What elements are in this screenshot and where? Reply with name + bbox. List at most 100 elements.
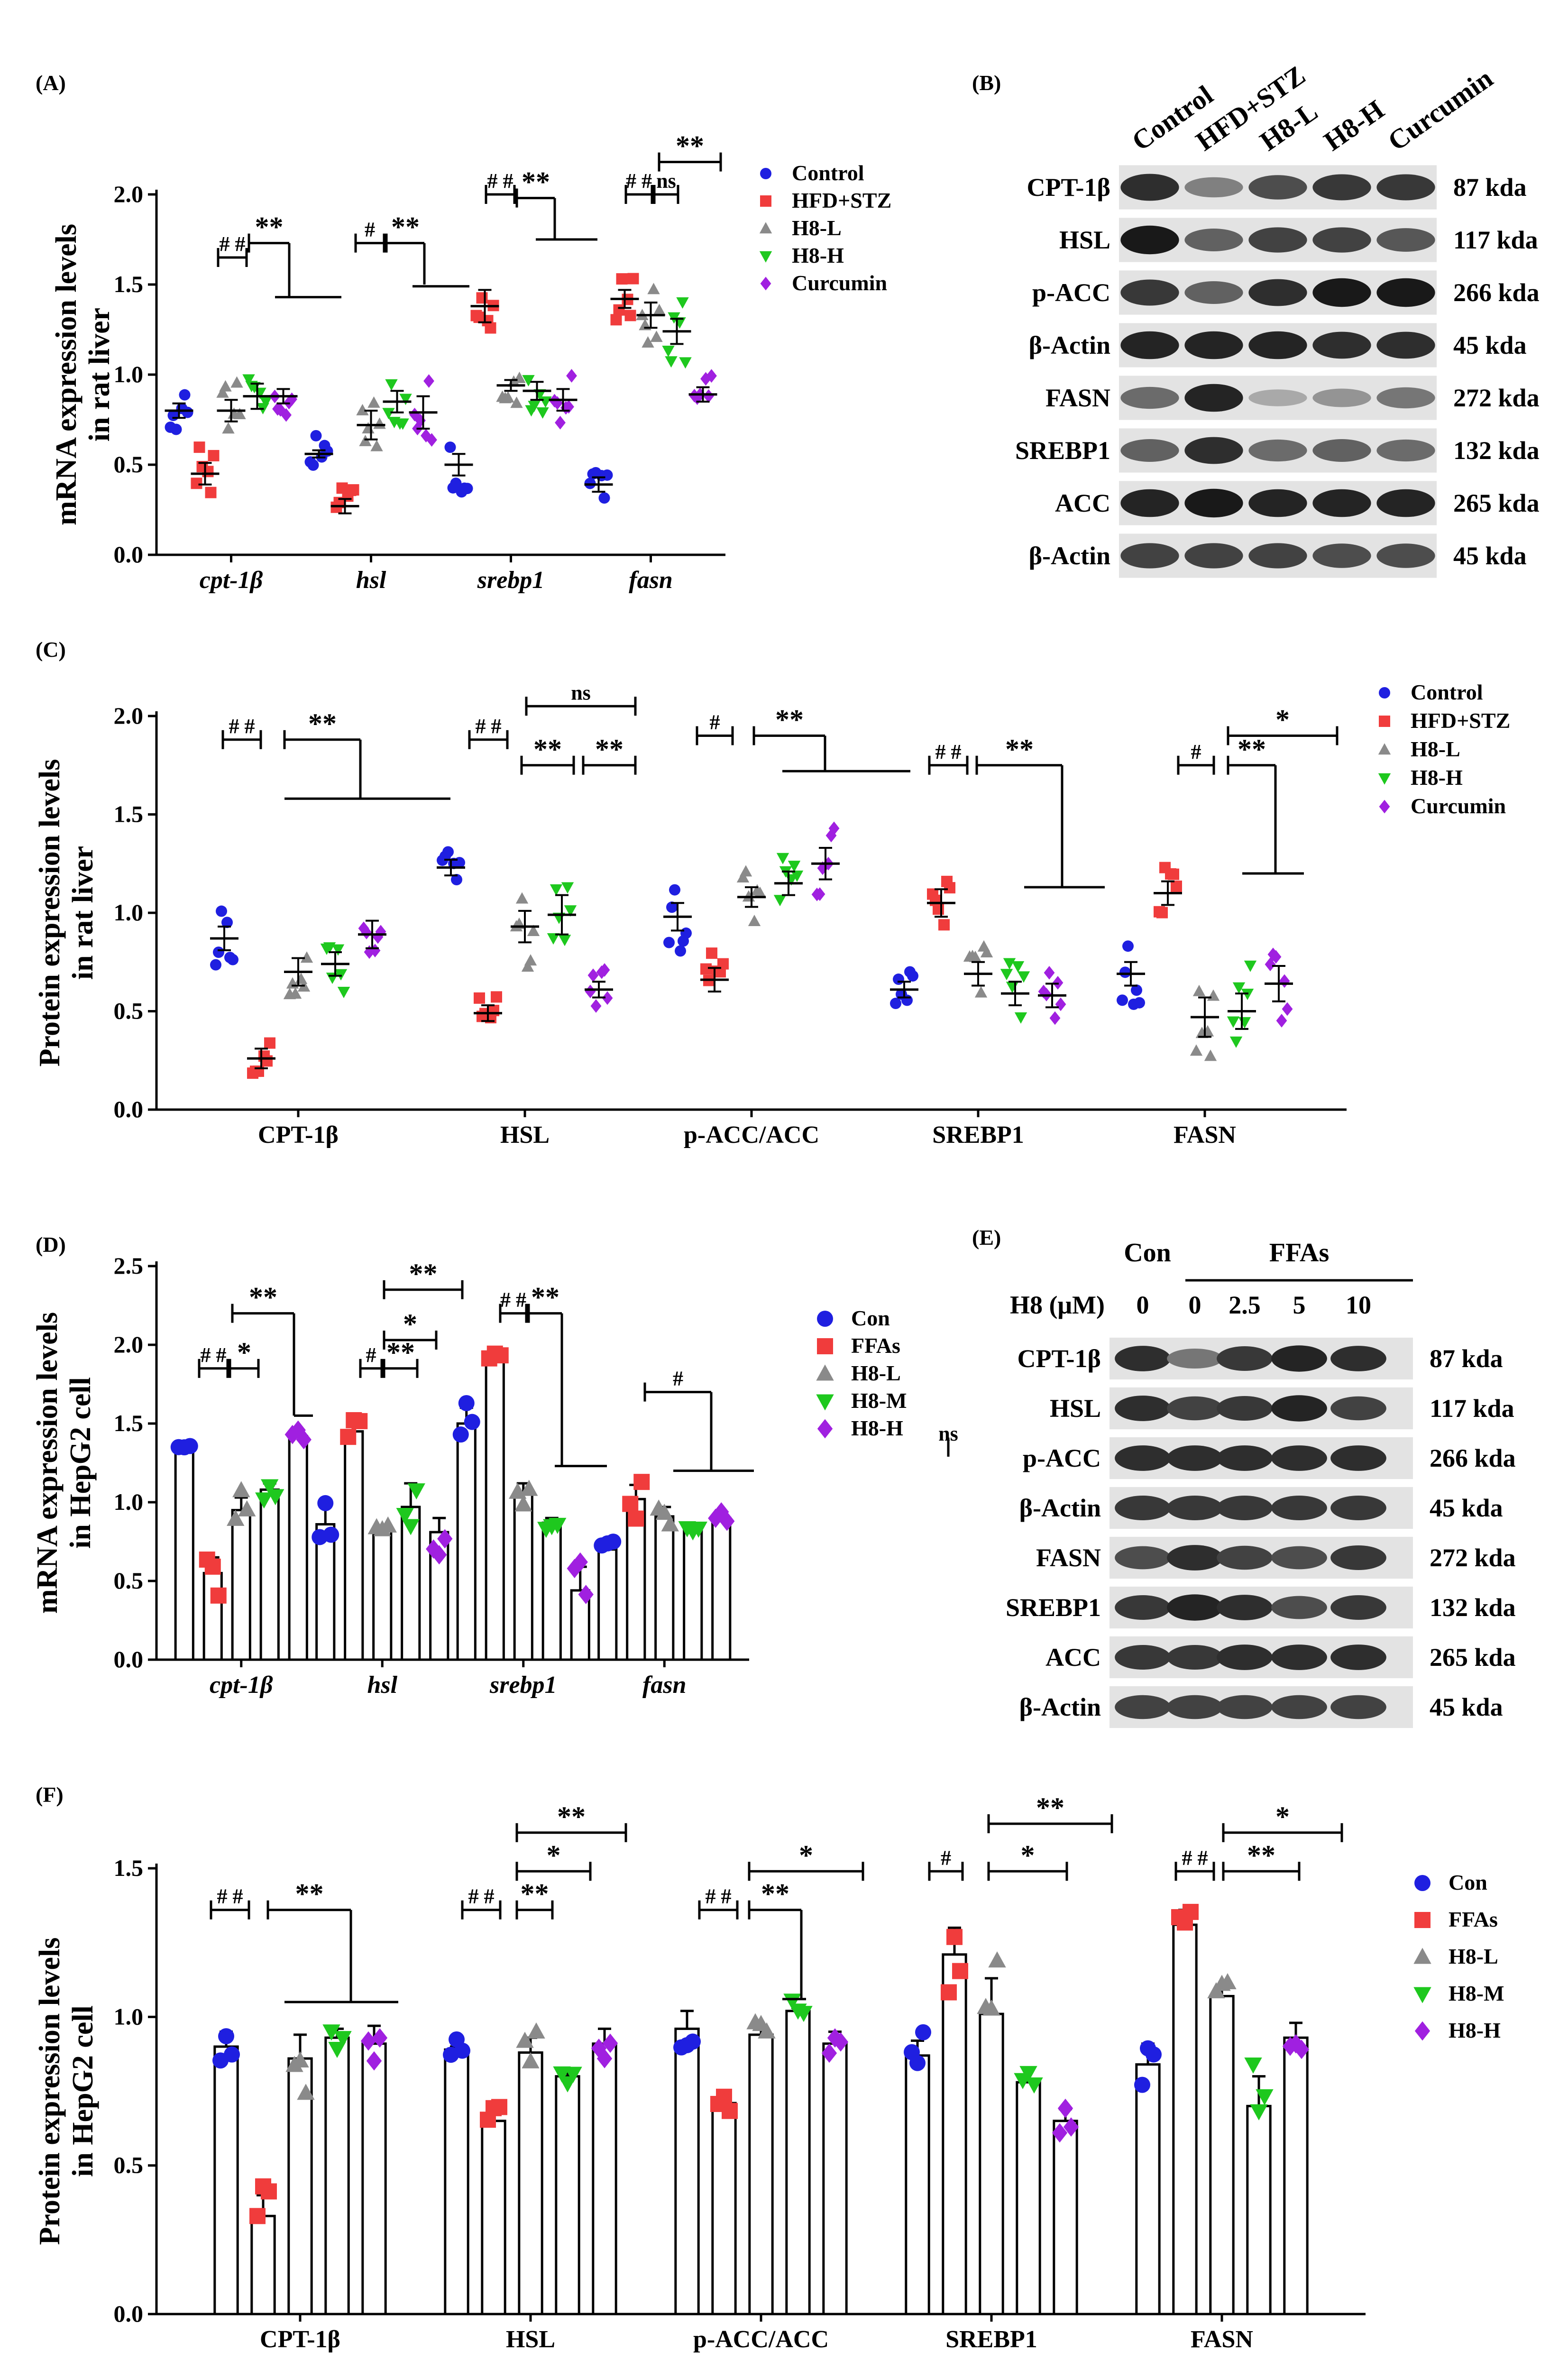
chart-d-point <box>520 1479 538 1496</box>
blot-b-protein-label: β-Actin <box>1029 331 1110 359</box>
chart-f-point <box>1250 2104 1268 2121</box>
chart-c-point <box>216 905 227 917</box>
blot-e-size-label: 266 kda <box>1430 1444 1516 1472</box>
chart-f-point <box>224 2046 240 2063</box>
blot-b-band <box>1248 389 1307 406</box>
chart-d-point <box>351 1413 368 1429</box>
chart-d-point <box>549 1517 567 1534</box>
chart-c-point <box>1232 982 1246 994</box>
chart-f-point <box>758 2022 776 2039</box>
chart-a-point <box>539 396 552 408</box>
chart-d-legend-label: H8-H <box>851 1416 903 1440</box>
chart-d-point <box>452 1426 469 1443</box>
blot-b-band <box>1312 543 1371 568</box>
blot-b-protein-label: ACC <box>1055 489 1110 517</box>
chart-f-point <box>454 2042 470 2059</box>
chart-d-legend-label: H8-L <box>851 1361 901 1385</box>
chart-c-point <box>1049 1011 1061 1025</box>
chart-c-point <box>966 949 979 961</box>
chart-d-point <box>661 1515 679 1532</box>
chart-d-point <box>317 1495 334 1511</box>
chart-c-point <box>561 882 574 894</box>
chart-f-point <box>249 2208 266 2224</box>
chart-f-sig-label: * <box>1021 1839 1035 1871</box>
chart-d-bar <box>654 1515 675 1661</box>
chart-d-legend-marker <box>817 1338 833 1354</box>
chart-a-point <box>385 379 398 391</box>
chart-f-legend-marker <box>1414 1912 1430 1928</box>
chart-f-bar <box>250 2214 276 2315</box>
chart-f-sig-label: # # <box>1182 1846 1208 1869</box>
chart-d-sig-label: # # <box>500 1288 526 1312</box>
chart-f-point <box>591 2039 607 2058</box>
chart-f-bar <box>213 2045 239 2315</box>
chart-a-point <box>499 392 512 404</box>
chart-a-point <box>423 374 434 388</box>
chart-c-point <box>669 884 680 896</box>
chart-a-legend-marker <box>759 251 772 263</box>
chart-a-ytick-label: 0.0 <box>114 541 144 568</box>
chart-c-point <box>680 927 692 939</box>
chart-f-point <box>291 2051 309 2067</box>
chart-f-ylabel-2: in HepG2 cell <box>67 2005 99 2177</box>
blot-e-size-label: 117 kda <box>1430 1394 1514 1423</box>
chart-c-point <box>1131 984 1142 996</box>
chart-c-ytick-label: 2.0 <box>114 702 144 729</box>
blot-e-protein-label: CPT-1β <box>1018 1344 1101 1373</box>
chart-f-sig-label: # # <box>217 1885 243 1908</box>
chart-f-sig-label: * <box>547 1839 561 1871</box>
chart-d-point <box>431 1545 447 1565</box>
chart-f-point <box>783 1994 801 2010</box>
chart-c-point <box>585 984 596 999</box>
chart-f-bar <box>942 1953 967 2315</box>
chart-a-point <box>219 380 232 392</box>
chart-d-ytick-label: 2.0 <box>114 1331 144 1358</box>
blot-e-con-label: Con <box>1124 1238 1171 1268</box>
blot-e-band <box>1271 1644 1327 1670</box>
chart-a-point <box>447 482 459 494</box>
chart-c-point <box>788 861 801 873</box>
blot-e-protein-label: p-ACC <box>1023 1444 1101 1472</box>
chart-d-point <box>261 1479 279 1496</box>
chart-c-point <box>564 905 577 917</box>
chart-d-point <box>492 1347 509 1364</box>
chart-c-point <box>890 998 901 1010</box>
chart-c-point <box>451 873 462 885</box>
chart-a-point <box>202 466 214 478</box>
chart-a-sig-label: ** <box>255 211 284 243</box>
chart-f-point <box>553 2066 571 2083</box>
blot-e-dose-value: 10 <box>1346 1291 1371 1319</box>
chart-c-point <box>294 973 308 984</box>
blot-b-band <box>1312 331 1371 359</box>
chart-d-legend-label: Con <box>851 1306 890 1330</box>
chart-f-ytick-label: 1.5 <box>114 1855 144 1881</box>
chart-a-sig-label: # <box>365 218 375 241</box>
chart-c-point <box>337 986 350 998</box>
chart-c-sig-label: # # <box>229 715 255 738</box>
chart-c-point <box>587 968 599 983</box>
chart-d-sig-label: * <box>237 1337 251 1368</box>
chart-c-point <box>663 937 675 948</box>
chart-c-legend-marker <box>1378 743 1391 755</box>
chart-f-xtick-label: p-ACC/ACC <box>693 2326 829 2353</box>
blot-b-band <box>1312 388 1371 407</box>
blot-b-band <box>1184 488 1243 518</box>
blot-e-band <box>1330 1545 1386 1571</box>
chart-d-point <box>227 1509 245 1526</box>
chart-f-point <box>1293 2039 1310 2059</box>
chart-d-bar <box>541 1521 562 1661</box>
chart-c-point <box>1192 984 1206 996</box>
chart-a-point <box>555 415 566 430</box>
blot-e-band <box>1271 1695 1327 1719</box>
chart-f-bar <box>1246 2104 1272 2315</box>
chart-a-point <box>624 310 636 322</box>
chart-f-bar <box>444 2048 469 2315</box>
blot-e-size-label: 265 kda <box>1430 1643 1516 1672</box>
chart-c-ytick-label: 0.0 <box>114 1096 144 1122</box>
chart-a-legend-label: H8-H <box>792 243 844 267</box>
blot-b-size-label: 272 kda <box>1453 384 1540 412</box>
chart-d-point <box>633 1474 650 1490</box>
blot-e-band <box>1330 1595 1386 1620</box>
chart-f-sig-label: # # <box>468 1885 495 1908</box>
chart-d-legend-label: H8-M <box>851 1388 907 1413</box>
